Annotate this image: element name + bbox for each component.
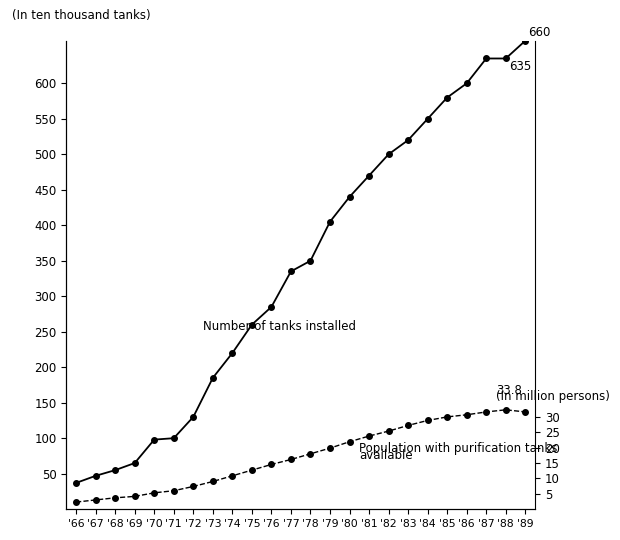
Text: 660: 660 [528, 25, 551, 39]
Text: (In million persons): (In million persons) [496, 390, 610, 403]
Text: 635: 635 [508, 60, 531, 73]
Text: available: available [360, 449, 413, 462]
Text: Number of tanks installed: Number of tanks installed [203, 320, 356, 333]
Text: (In ten thousand tanks): (In ten thousand tanks) [12, 9, 151, 22]
Text: 33.8: 33.8 [496, 384, 522, 397]
Text: Population with purification tanks: Population with purification tanks [360, 442, 557, 455]
